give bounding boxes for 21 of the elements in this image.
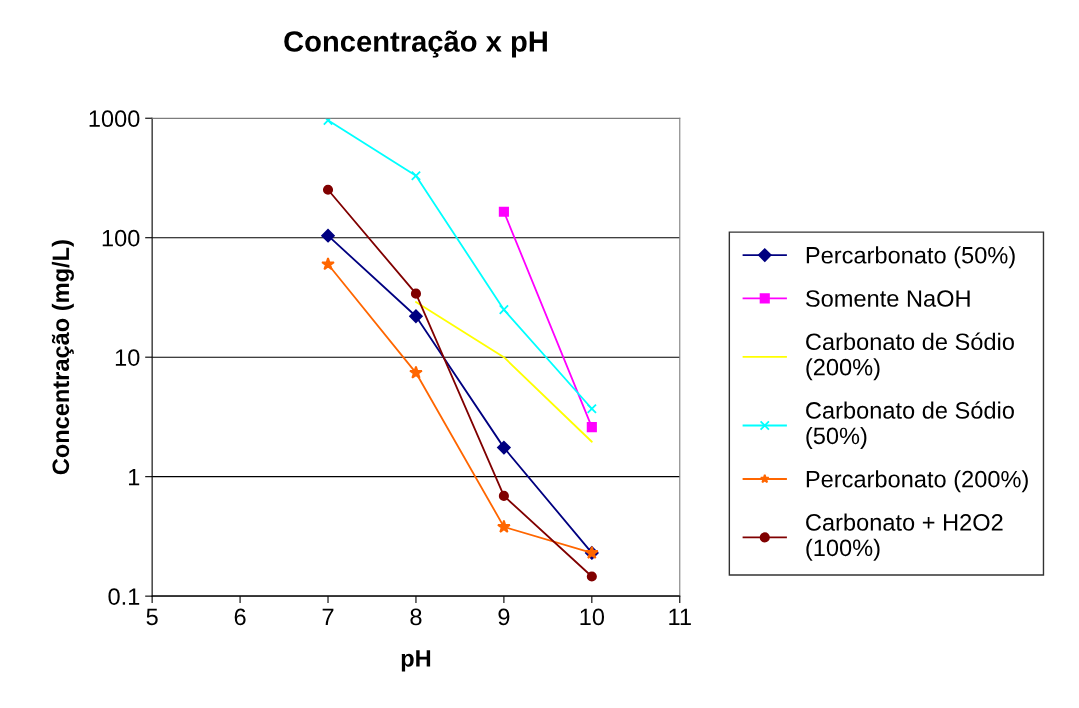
x-tick-label: 7 (322, 608, 334, 626)
x-tick-label: 6 (234, 608, 246, 626)
legend-label: Carbonato de Sódio (50%) (806, 401, 1014, 449)
legend-label: Carbonato + H2O2 (100%) (806, 513, 1003, 561)
y-tick-label: 1 (129, 468, 140, 486)
legend-label: Somente NaOH (805, 290, 970, 307)
chart-title: Concentração x pH (284, 30, 547, 58)
x-tick-label: 11 (669, 608, 691, 626)
x-tick-label: 9 (498, 608, 510, 626)
y-tick-label: 0.1 (108, 588, 140, 605)
y-tick-label: 100 (102, 229, 140, 247)
x-tick-label: 5 (146, 608, 158, 626)
y-tick-label: 10 (115, 349, 140, 366)
y-tick-label: 1000 (89, 110, 140, 128)
legend-label: Carbonato de Sódio (200%) (806, 332, 1014, 381)
legend-label: Percarbonato (50%) (806, 246, 1015, 269)
y-axis-title: Concentração (mg/L) (51, 240, 74, 475)
x-tick-label: 10 (580, 608, 605, 626)
legend-label: Percarbonato (200%) (806, 470, 1028, 493)
x-axis-title: pH (401, 650, 431, 672)
x-tick-label: 8 (410, 608, 422, 626)
